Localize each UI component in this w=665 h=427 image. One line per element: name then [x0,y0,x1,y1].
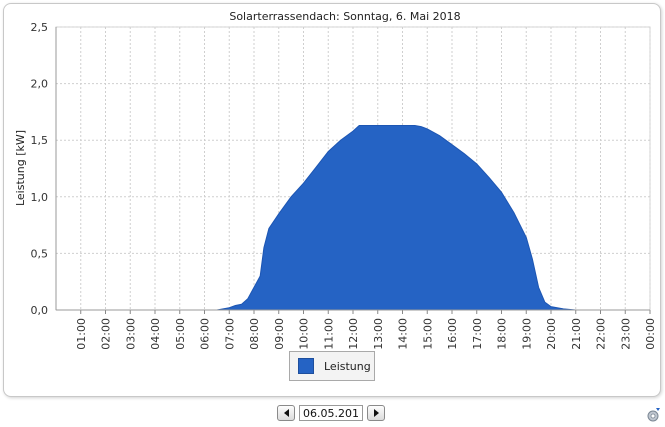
previous-day-button[interactable] [277,405,295,421]
power-chart: 0,0 0,5 1,0 1,5 2,0 2,5 01:00 02:00 03:00 04:00 05… [14,10,657,350]
x-tick-label: 10:00 [298,318,311,350]
x-tick-label: 02:00 [100,318,113,350]
x-tick-label: 19:00 [520,318,533,350]
x-tick-label: 11:00 [322,318,335,350]
x-tick-label: 18:00 [496,318,509,350]
y-tick-label: 0,5 [31,247,49,260]
x-tick-label: 15:00 [421,318,434,350]
x-tick-label: 03:00 [124,318,137,350]
y-tick-label: 0,0 [31,304,49,317]
date-field[interactable] [299,405,363,421]
x-tick-label: 00:00 [644,318,657,350]
x-tick-label: 17:00 [471,318,484,350]
x-tick-label: 07:00 [223,318,236,350]
x-tick-label: 08:00 [248,318,261,350]
x-tick-label: 01:00 [75,318,88,350]
x-tick-label: 13:00 [372,318,385,350]
legend-swatch [298,358,314,374]
y-tick-label: 2,5 [31,21,49,34]
legend-label: Leistung [324,359,371,373]
x-tick-label: 21:00 [570,318,583,350]
y-tick-label: 1,0 [31,191,49,204]
x-tick-label: 22:00 [595,318,608,350]
date-navigator [277,404,385,422]
series-area-leistung [56,125,650,311]
x-tick-label: 05:00 [174,318,187,350]
legend: Leistung [289,351,375,381]
x-tick-label: 23:00 [619,318,632,350]
chart-title: Solarterrassendach: Sonntag, 6. Mai 2018 [229,10,460,23]
gear-icon[interactable] [645,407,661,423]
x-tick-label: 12:00 [347,318,360,350]
y-axis-label: Leistung [kW] [14,130,27,206]
x-tick-label: 04:00 [149,318,162,350]
x-tick-label: 16:00 [446,318,459,350]
x-tick-label: 09:00 [273,318,286,350]
y-tick-label: 1,5 [31,134,49,147]
next-day-button[interactable] [367,405,385,421]
arrow-right-icon [373,409,379,417]
x-tick-label: 06:00 [199,318,212,350]
x-tick-label: 20:00 [545,318,558,350]
arrow-left-icon [283,409,289,417]
x-tick-label: 14:00 [397,318,410,350]
y-tick-label: 2,0 [31,78,49,91]
